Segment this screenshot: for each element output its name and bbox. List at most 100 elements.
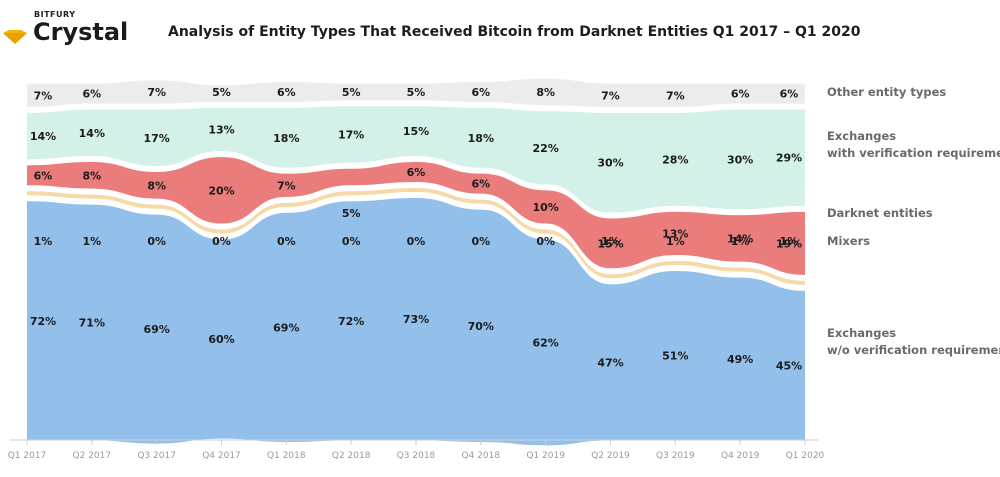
legend-label-1: Exchanges with verification requirements [827, 128, 1000, 162]
data-label: 28% [662, 153, 688, 166]
series-area-2 [27, 157, 805, 275]
data-label: 51% [662, 350, 688, 363]
data-label: 6% [471, 178, 490, 191]
x-tick-label: Q2 2017 [73, 451, 112, 461]
legend-label-2: Darknet entities [827, 205, 933, 222]
x-tick-label: Q3 2019 [656, 451, 695, 461]
x-tick-label: Q1 2018 [267, 451, 306, 461]
data-label: 47% [597, 356, 623, 369]
data-label: 70% [468, 320, 494, 333]
data-label: 0% [536, 235, 555, 248]
data-label: 29% [776, 152, 802, 165]
data-label: 60% [208, 333, 234, 346]
legend-label-line: Mixers [827, 233, 871, 248]
data-label: 18% [468, 132, 494, 145]
data-label: 14% [727, 232, 753, 245]
data-label: 72% [30, 315, 56, 328]
data-label: 8% [82, 169, 101, 182]
data-label: 0% [407, 235, 426, 248]
data-label: 6% [82, 88, 101, 101]
x-tick-label: Q3 2017 [137, 451, 176, 461]
x-tick-label: Q4 2017 [202, 451, 241, 461]
data-label: 7% [277, 179, 296, 192]
data-label: 13% [208, 124, 234, 137]
crystal-logo: BITFURY Crystal [0, 8, 130, 48]
data-label: 15% [597, 237, 623, 250]
data-label: 17% [338, 128, 364, 141]
legend-label-0: Other entity types [827, 84, 946, 101]
data-label: 1% [601, 235, 620, 248]
legend-label-line: with verification requirements [827, 146, 1000, 160]
data-label: 0% [471, 235, 490, 248]
data-label: 0% [147, 235, 166, 248]
data-label: 1% [666, 235, 685, 248]
data-label: 6% [780, 88, 799, 101]
data-label: 8% [536, 86, 555, 99]
data-label: 1% [82, 235, 101, 248]
data-label: 6% [471, 86, 490, 99]
data-label: 49% [727, 353, 753, 366]
data-label: 69% [273, 321, 299, 334]
data-label: 0% [342, 235, 361, 248]
brand-crystal: Crystal [33, 18, 129, 46]
data-label: 6% [34, 169, 53, 182]
data-label: 7% [147, 86, 166, 99]
data-label: 5% [212, 86, 231, 99]
data-label: 15% [403, 125, 429, 138]
data-label: 45% [776, 360, 802, 373]
data-label: 72% [338, 315, 364, 328]
data-label: 18% [273, 132, 299, 145]
data-label: 1% [34, 235, 53, 248]
series-area-1 [27, 106, 805, 213]
crystal-gem-icon [3, 30, 27, 44]
x-tick-label: Q4 2018 [462, 451, 501, 461]
series-area-3 [27, 187, 805, 285]
chart-title: Analysis of Entity Types That Received B… [168, 24, 861, 40]
series-area-0 [27, 78, 805, 107]
data-label: 62% [532, 336, 558, 349]
data-label: 1% [780, 235, 799, 248]
legend-label-4: Exchanges w/o verification requirements [827, 325, 1000, 359]
brand-bitfury: BITFURY [34, 10, 76, 19]
x-tick-label: Q2 2018 [332, 451, 371, 461]
data-label: 6% [407, 166, 426, 179]
x-tick-label: Q1 2017 [8, 451, 47, 461]
data-label: 14% [30, 130, 56, 143]
data-label: 71% [79, 316, 105, 329]
legend-label-line: Darknet entities [827, 205, 933, 220]
data-label: 1% [731, 235, 750, 248]
legend-label-line: Exchanges [827, 129, 897, 143]
data-label: 0% [277, 235, 296, 248]
x-tick-label: Q3 2018 [397, 451, 436, 461]
data-label: 5% [407, 86, 426, 99]
data-label: 17% [143, 132, 169, 145]
legend-label-line: Other entity types [827, 84, 947, 99]
data-label: 10% [532, 201, 558, 214]
x-tick-label: Q1 2019 [526, 451, 565, 461]
data-label: 6% [731, 88, 750, 101]
data-label: 13% [662, 227, 688, 240]
data-label: 7% [666, 89, 685, 102]
data-label: 7% [34, 89, 53, 102]
data-label: 30% [597, 157, 623, 170]
data-label: 30% [727, 153, 753, 166]
legend-label-3: Mixers [827, 233, 870, 250]
data-label: 14% [79, 127, 105, 140]
data-label: 73% [403, 313, 429, 326]
data-label: 0% [212, 235, 231, 248]
x-tick-label: Q4 2019 [721, 451, 760, 461]
data-label: 20% [208, 184, 234, 197]
series-area-4 [27, 197, 805, 446]
data-label: 5% [342, 207, 361, 220]
legend-label-line: Exchanges [827, 326, 897, 340]
x-tick-label: Q2 2019 [591, 451, 630, 461]
data-label: 69% [143, 323, 169, 336]
data-label: 8% [147, 179, 166, 192]
data-label: 19% [776, 237, 802, 250]
x-tick-label: Q1 2020 [786, 451, 825, 461]
legend-label-line: w/o verification requirements [827, 343, 1000, 357]
data-label: 6% [277, 86, 296, 99]
data-label: 22% [532, 142, 558, 155]
data-label: 5% [342, 86, 361, 99]
